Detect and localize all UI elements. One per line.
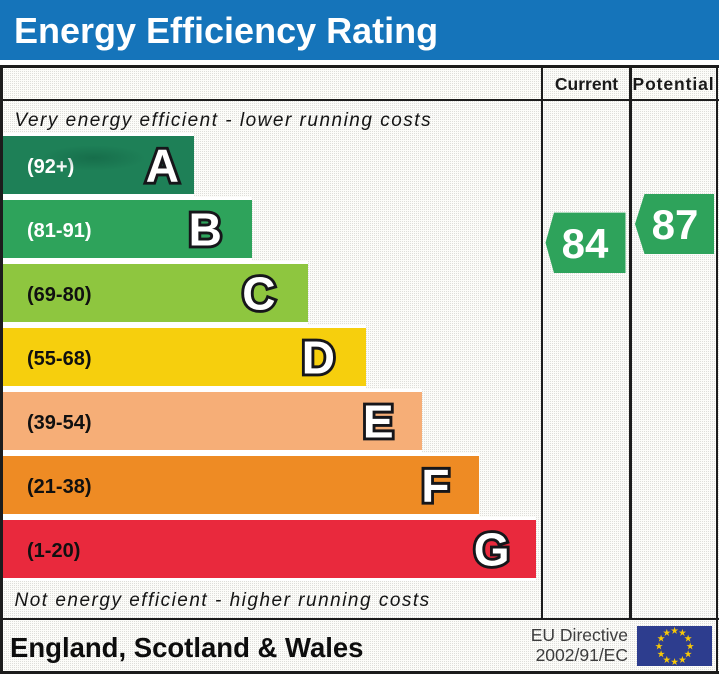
svg-text:D: D <box>302 332 335 384</box>
svg-text:E: E <box>363 396 394 448</box>
svg-text:87: 87 <box>652 201 699 248</box>
svg-text:84: 84 <box>562 220 609 267</box>
svg-text:A: A <box>146 140 179 192</box>
svg-text:F: F <box>421 460 449 512</box>
svg-text:G: G <box>474 524 510 576</box>
svg-text:B: B <box>189 204 222 256</box>
svg-text:C: C <box>242 268 275 320</box>
